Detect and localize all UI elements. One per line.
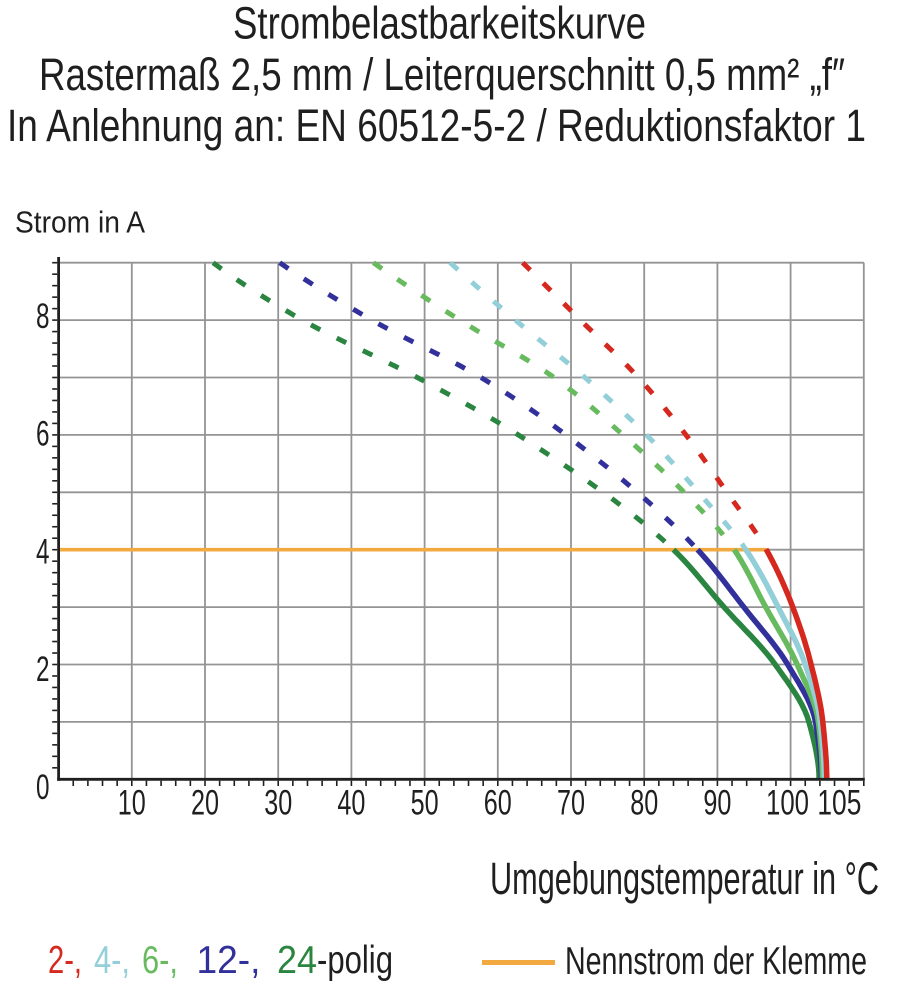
svg-text:In Anlehnung an: EN 60512-5-2: In Anlehnung an: EN 60512-5-2 / Reduktio… bbox=[7, 100, 866, 151]
svg-text:8: 8 bbox=[36, 297, 50, 336]
svg-text:80: 80 bbox=[630, 784, 658, 823]
svg-text:70: 70 bbox=[557, 784, 585, 823]
svg-text:10: 10 bbox=[118, 784, 146, 823]
svg-text:Umgebungstemperatur in °C: Umgebungstemperatur in °C bbox=[490, 853, 879, 904]
svg-text:Nennstrom der Klemme: Nennstrom der Klemme bbox=[565, 940, 867, 983]
svg-text:2: 2 bbox=[36, 650, 50, 689]
svg-text:20: 20 bbox=[191, 784, 219, 823]
svg-text:60: 60 bbox=[484, 784, 512, 823]
svg-text:90: 90 bbox=[703, 784, 731, 823]
svg-text:2-,: 2-, bbox=[48, 939, 82, 982]
svg-text:40: 40 bbox=[337, 784, 365, 823]
svg-text:Strom in A: Strom in A bbox=[15, 205, 145, 240]
svg-text:30: 30 bbox=[264, 784, 292, 823]
svg-text:4: 4 bbox=[36, 532, 50, 571]
svg-text:Rastermaß 2,5 mm / Leiterquers: Rastermaß 2,5 mm / Leiterquerschnitt 0,5… bbox=[39, 49, 845, 100]
svg-text:24: 24 bbox=[277, 939, 317, 982]
svg-text:6: 6 bbox=[36, 415, 50, 454]
svg-text:100: 100 bbox=[766, 784, 809, 823]
svg-text:-polig: -polig bbox=[317, 939, 393, 982]
svg-text:50: 50 bbox=[411, 784, 439, 823]
svg-text:12-,: 12-, bbox=[197, 939, 261, 982]
svg-text:4-,: 4-, bbox=[94, 939, 130, 982]
svg-text:105: 105 bbox=[817, 784, 861, 823]
svg-text:Strombelastbarkeitskurve: Strombelastbarkeitskurve bbox=[233, 0, 646, 49]
svg-text:0: 0 bbox=[36, 768, 50, 807]
svg-text:6-,: 6-, bbox=[142, 939, 178, 982]
